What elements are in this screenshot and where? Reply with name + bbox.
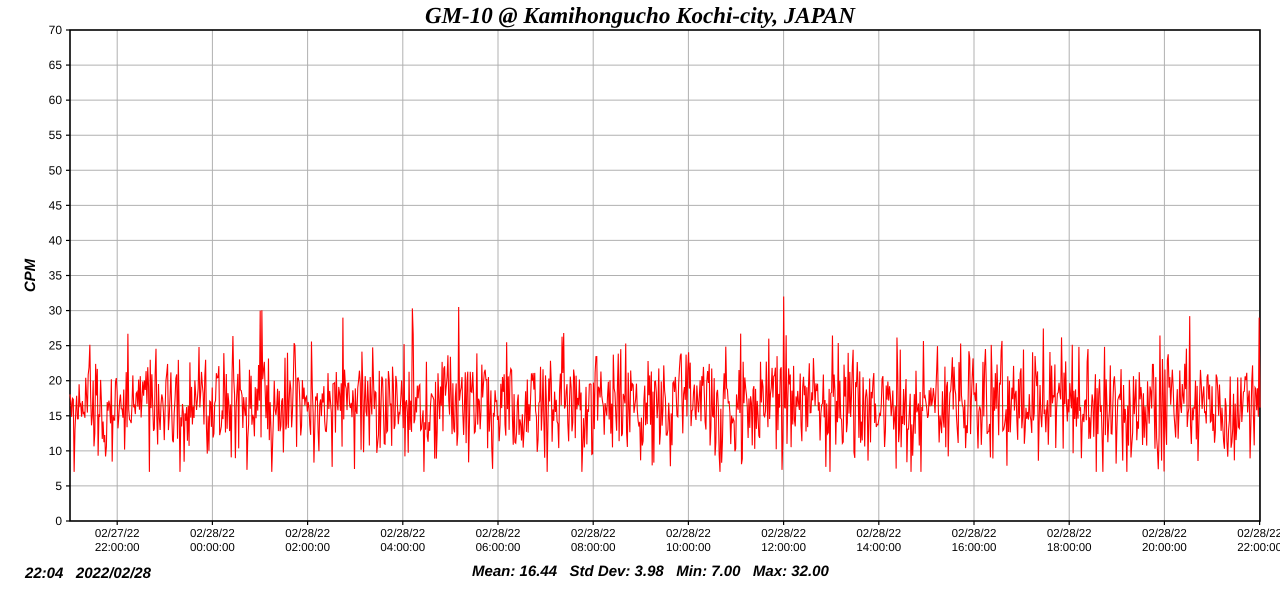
svg-text:10:00:00: 10:00:00 bbox=[666, 542, 711, 554]
svg-text:20: 20 bbox=[49, 374, 63, 388]
svg-text:55: 55 bbox=[49, 128, 63, 142]
svg-text:22:00:00: 22:00:00 bbox=[95, 542, 140, 554]
svg-text:02/28/22: 02/28/22 bbox=[190, 528, 235, 540]
svg-text:16:00:00: 16:00:00 bbox=[952, 542, 997, 554]
svg-text:25: 25 bbox=[49, 339, 63, 353]
svg-text:08:00:00: 08:00:00 bbox=[571, 542, 616, 554]
svg-text:02:00:00: 02:00:00 bbox=[285, 542, 330, 554]
svg-text:35: 35 bbox=[49, 269, 63, 283]
svg-text:22:00:00: 22:00:00 bbox=[1237, 542, 1280, 554]
svg-text:02/27/22: 02/27/22 bbox=[95, 528, 140, 540]
svg-text:02/28/22: 02/28/22 bbox=[856, 528, 901, 540]
svg-text:02/28/22: 02/28/22 bbox=[476, 528, 521, 540]
svg-text:GM-10 @ Kamihongucho Kochi-cit: GM-10 @ Kamihongucho Kochi-city, JAPAN bbox=[425, 3, 856, 28]
svg-text:30: 30 bbox=[49, 304, 63, 318]
svg-text:60: 60 bbox=[49, 93, 63, 107]
svg-text:02/28/22: 02/28/22 bbox=[285, 528, 330, 540]
svg-text:CPM: CPM bbox=[22, 258, 39, 292]
svg-text:02/28/22: 02/28/22 bbox=[1142, 528, 1187, 540]
svg-text:65: 65 bbox=[49, 58, 63, 72]
svg-text:04:00:00: 04:00:00 bbox=[380, 542, 425, 554]
svg-text:14:00:00: 14:00:00 bbox=[856, 542, 901, 554]
svg-text:10: 10 bbox=[49, 444, 63, 458]
svg-text:02/28/22: 02/28/22 bbox=[666, 528, 711, 540]
svg-text:06:00:00: 06:00:00 bbox=[476, 542, 521, 554]
svg-text:02/28/22: 02/28/22 bbox=[571, 528, 616, 540]
svg-text:02/28/22: 02/28/22 bbox=[761, 528, 806, 540]
svg-text:02/28/22: 02/28/22 bbox=[1237, 528, 1280, 540]
svg-text:40: 40 bbox=[49, 233, 63, 247]
svg-text:70: 70 bbox=[49, 23, 63, 37]
svg-text:50: 50 bbox=[49, 163, 63, 177]
svg-text:45: 45 bbox=[49, 198, 63, 212]
svg-text:02/28/22: 02/28/22 bbox=[952, 528, 997, 540]
svg-text:5: 5 bbox=[55, 479, 62, 493]
svg-text:02/28/22: 02/28/22 bbox=[1047, 528, 1092, 540]
svg-text:20:00:00: 20:00:00 bbox=[1142, 542, 1187, 554]
svg-text:18:00:00: 18:00:00 bbox=[1047, 542, 1092, 554]
svg-text:12:00:00: 12:00:00 bbox=[761, 542, 806, 554]
svg-text:15: 15 bbox=[49, 409, 63, 423]
svg-text:00:00:00: 00:00:00 bbox=[190, 542, 235, 554]
svg-text:Mean: 16.44 Std Dev: 3.98: Mean: 16.44 Std Dev: 3.98 Min: 7.00 Max:… bbox=[472, 563, 829, 580]
svg-text:22:04 2022/02/28: 22:04 2022/02/28 bbox=[24, 565, 152, 582]
svg-text:02/28/22: 02/28/22 bbox=[380, 528, 425, 540]
svg-text:0: 0 bbox=[55, 514, 62, 528]
